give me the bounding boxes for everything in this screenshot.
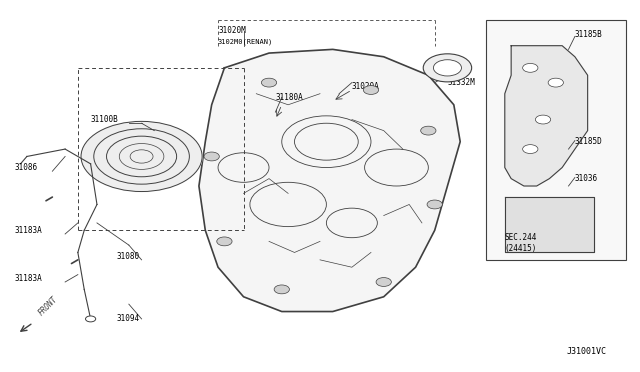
Text: 31183A: 31183A	[14, 226, 42, 235]
Text: (24415): (24415)	[505, 244, 537, 253]
Circle shape	[274, 285, 289, 294]
Text: 31086: 31086	[14, 163, 37, 172]
Text: J31001VC: J31001VC	[567, 347, 607, 356]
Text: 31185D: 31185D	[575, 137, 603, 146]
Text: 31020A: 31020A	[352, 82, 380, 91]
Circle shape	[364, 86, 379, 94]
Text: 31183A: 31183A	[14, 274, 42, 283]
Text: FRONT: FRONT	[36, 294, 59, 317]
Text: 31100B: 31100B	[91, 115, 118, 124]
Circle shape	[420, 126, 436, 135]
Circle shape	[81, 121, 202, 192]
Circle shape	[376, 278, 392, 286]
Circle shape	[423, 54, 472, 82]
Text: 31185B: 31185B	[575, 30, 603, 39]
Text: 31094: 31094	[116, 314, 140, 323]
Polygon shape	[199, 49, 460, 311]
Text: 31020M: 31020M	[218, 26, 246, 35]
Circle shape	[86, 316, 96, 322]
Circle shape	[261, 78, 276, 87]
Circle shape	[523, 145, 538, 154]
Polygon shape	[505, 46, 588, 186]
Circle shape	[204, 152, 220, 161]
Circle shape	[523, 63, 538, 72]
Text: SEC.244: SEC.244	[505, 233, 537, 242]
Text: 31332M: 31332M	[447, 78, 475, 87]
Circle shape	[433, 60, 461, 76]
Text: 31080: 31080	[116, 251, 140, 261]
Circle shape	[548, 78, 563, 87]
Text: 31180A: 31180A	[275, 93, 303, 102]
Circle shape	[217, 237, 232, 246]
Circle shape	[536, 115, 550, 124]
Text: 3102M0(RENAN): 3102M0(RENAN)	[218, 39, 273, 45]
Text: 31036: 31036	[575, 174, 598, 183]
Polygon shape	[505, 197, 594, 253]
Circle shape	[427, 200, 442, 209]
Bar	[486, 20, 626, 260]
